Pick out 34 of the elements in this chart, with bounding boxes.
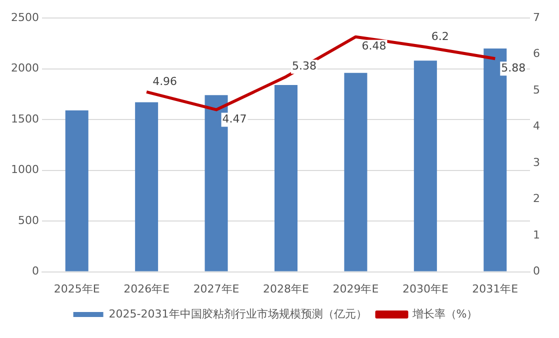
x-tick-label: 2026年E (124, 282, 170, 296)
y2-tick-label: 3 (533, 156, 540, 169)
y2-tick-label: 4 (533, 120, 540, 133)
y-tick-label: 1500 (10, 112, 39, 126)
x-tick-label: 2029年E (332, 282, 379, 296)
bar (65, 110, 88, 272)
data-label: 6.2 (431, 30, 449, 43)
legend-label: 2025-2031年中国胶粘剂行业市场规模预测（亿元） (108, 307, 367, 320)
y2-tick-label: 5 (533, 83, 540, 96)
bar (344, 72, 368, 272)
data-label: 4.47 (222, 112, 247, 126)
bar (135, 102, 158, 272)
y-tick-label: 0 (32, 264, 39, 278)
x-tick-label: 2028年E (263, 282, 310, 296)
legend-label: 增长率（%） (411, 307, 478, 320)
x-tick-label: 2025年E (54, 282, 100, 296)
data-label: 6.48 (362, 40, 386, 53)
y-tick-label: 500 (18, 214, 39, 227)
y-tick-label: 2000 (10, 62, 39, 75)
bar (274, 85, 298, 272)
y2-tick-label: 2 (533, 192, 540, 206)
data-label: 5.88 (501, 61, 526, 74)
data-label: 5.38 (292, 60, 316, 73)
y2-tick-label: 7 (533, 10, 540, 24)
data-label: 4.96 (152, 74, 178, 88)
y-tick-label: 2500 (10, 10, 39, 24)
y-tick-label: 1000 (10, 163, 39, 176)
y2-tick-label: 0 (533, 264, 540, 278)
x-tick-label: 2030年E (402, 282, 448, 296)
x-tick-label: 2031年E (472, 282, 518, 296)
bar (414, 60, 437, 272)
y2-tick-label: 6 (533, 47, 540, 60)
y2-tick-label: 1 (533, 228, 540, 242)
x-tick-label: 2027年E (193, 282, 240, 296)
